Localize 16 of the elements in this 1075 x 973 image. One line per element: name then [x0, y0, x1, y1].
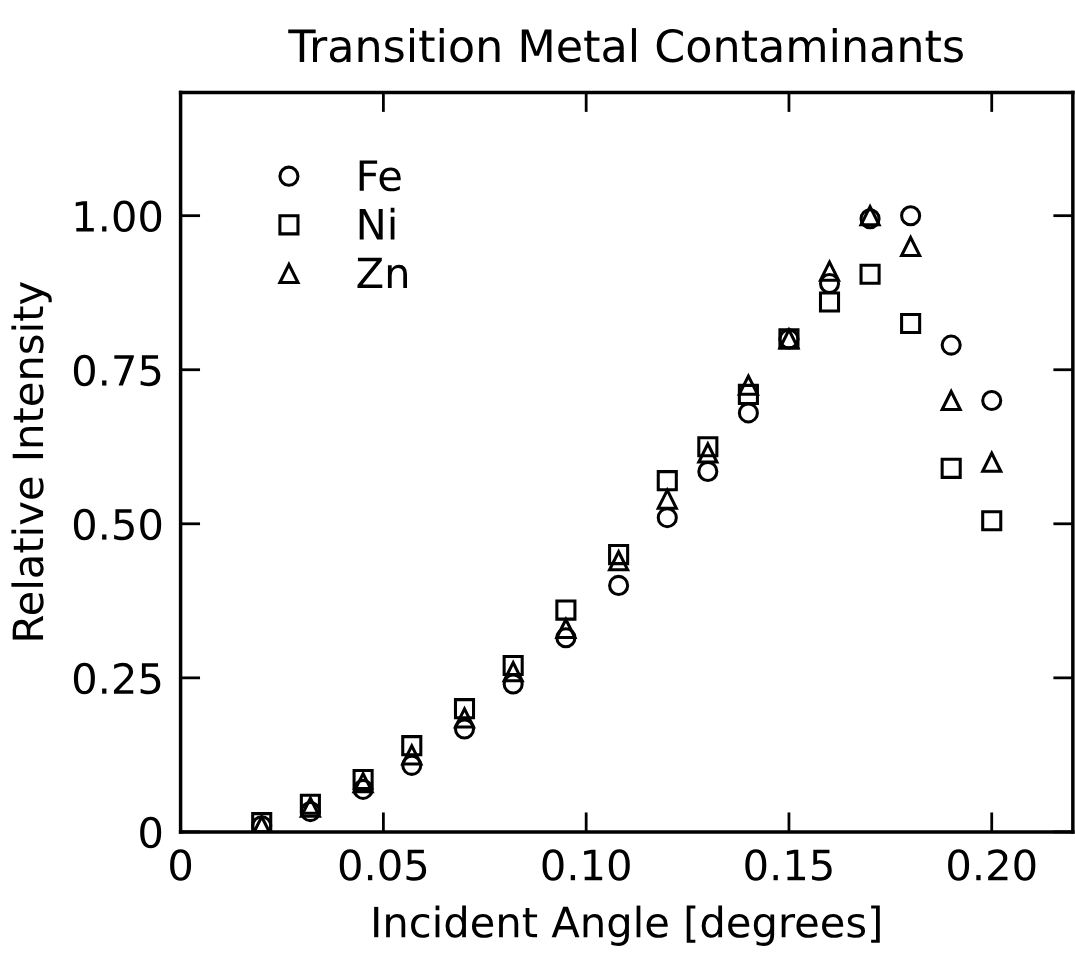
y-tick-label: 0.50	[73, 508, 162, 541]
x-tick-label: 0.10	[542, 849, 630, 881]
legend-label: Ni	[359, 207, 395, 240]
chart-title: Transition Metal Contaminants	[288, 28, 963, 63]
x-axis-title: Incident Angle [degrees]	[374, 905, 880, 946]
y-tick-label: 0.75	[73, 354, 161, 387]
x-tick-label: 0.05	[339, 849, 427, 881]
x-tick-label: 0.20	[948, 849, 1036, 881]
legend-label: Fe	[359, 160, 401, 192]
y-tick-label: 0	[140, 816, 162, 849]
x-tick-label: 0	[170, 849, 192, 881]
y-axis-title: Relative Intensity	[11, 282, 52, 640]
legend-label: Zn	[357, 257, 408, 289]
x-tick-label: 0.15	[745, 849, 832, 881]
y-tick-label: 1.00	[75, 200, 162, 233]
y-tick-label: 0.25	[73, 662, 161, 695]
